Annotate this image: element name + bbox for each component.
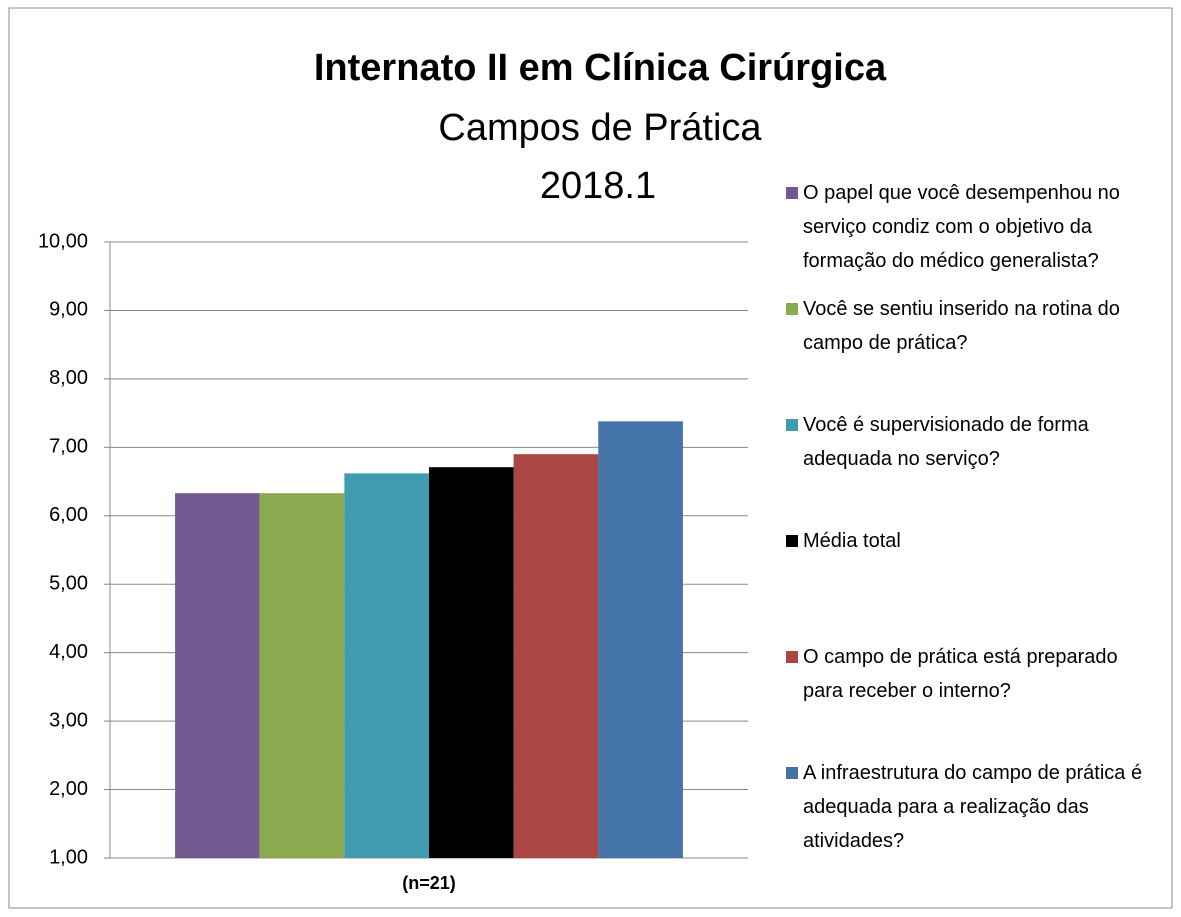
legend-swatch [786,651,798,663]
bar [344,473,429,858]
legend-swatch [786,187,798,199]
legend-entry: O campo de prática está preparado para r… [786,640,1156,708]
y-tick-label: 9,00 [49,299,88,321]
legend-entry: Você é supervisionado de forma adequada … [786,408,1156,476]
legend-label: Média total [803,530,901,552]
legend-swatch [786,303,798,315]
bar [175,493,260,858]
legend-swatch [786,535,798,547]
y-tick-label: 6,00 [49,504,88,526]
legend-entry: O papel que você desempenhou no serviço … [786,176,1156,278]
legend-label: O papel que você desempenhou no serviço … [803,182,1120,272]
y-tick-label: 10,00 [38,230,88,252]
y-tick-label: 3,00 [49,709,88,731]
y-tick-label: 7,00 [49,436,88,458]
legend-label: Você se sentiu inserido na rotina do cam… [803,298,1120,354]
bar [429,467,514,858]
bar [598,421,683,858]
legend-swatch [786,767,798,779]
x-tick-label: (n=21) [402,873,456,893]
chart-subtitle: 2018.1 [540,165,656,207]
legend-entry: Média total [786,524,1156,558]
bar [259,493,345,858]
legend-label: O campo de prática está preparado para r… [803,646,1118,702]
y-tick-label: 1,00 [49,846,88,868]
chart-title: Internato II em Clínica Cirúrgica [314,47,887,89]
y-tick-label: 8,00 [49,367,88,389]
legend-entry: A infraestrutura do campo de prática é a… [786,756,1156,858]
legend-label: A infraestrutura do campo de prática é a… [803,762,1143,852]
legend-swatch [786,419,798,431]
legend-entry: Você se sentiu inserido na rotina do cam… [786,292,1156,360]
y-tick-label: 5,00 [49,573,88,595]
bar [513,454,599,858]
y-tick-label: 2,00 [49,778,88,800]
legend-label: Você é supervisionado de forma adequada … [803,414,1089,470]
y-tick-label: 4,00 [49,641,88,663]
chart-subtitle: Campos de Prática [438,107,762,149]
